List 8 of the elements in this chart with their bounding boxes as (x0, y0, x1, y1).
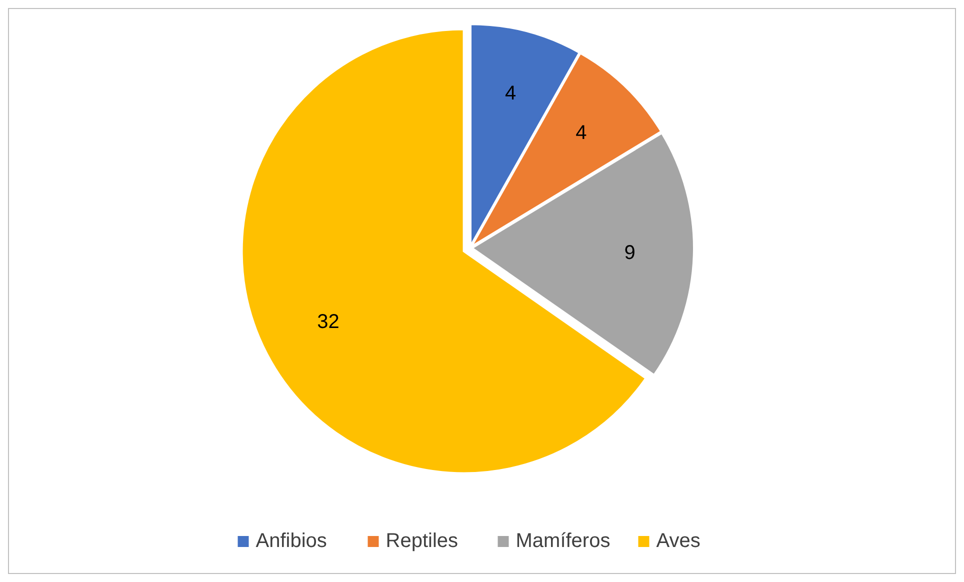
data-label: 9 (624, 242, 636, 264)
legend-label: Aves (656, 530, 700, 552)
legend-label: Mamíferos (516, 530, 610, 552)
legend-label: Anfibios (256, 530, 327, 552)
data-label: 32 (317, 310, 340, 333)
legend-label: Reptiles (386, 530, 458, 552)
data-label: 4 (576, 122, 587, 144)
data-label: 4 (504, 82, 516, 104)
